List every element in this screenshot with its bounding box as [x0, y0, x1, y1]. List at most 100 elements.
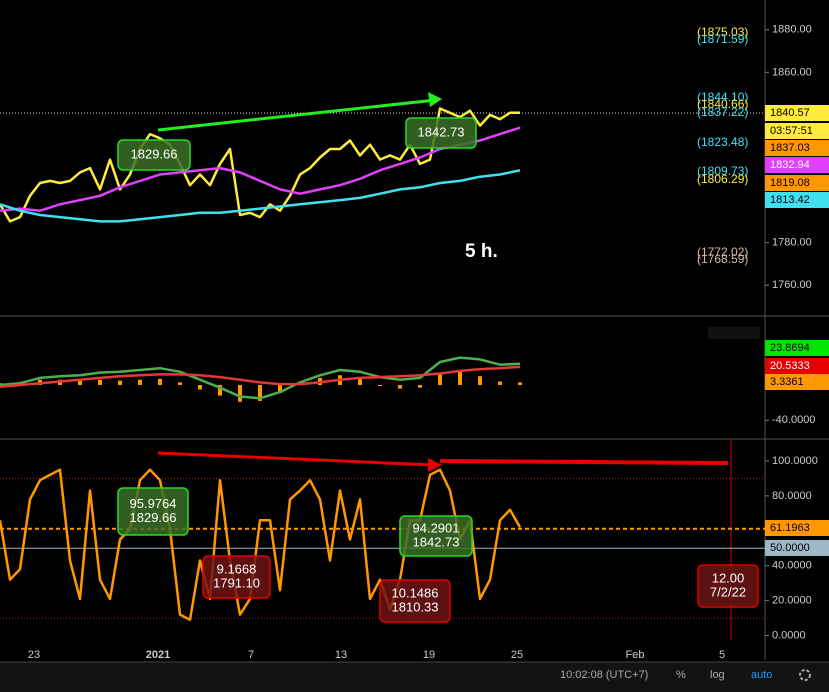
callout-text: 1829.66 — [130, 510, 177, 525]
y-tick-label: 40.0000 — [772, 560, 812, 572]
price-label: 03:57:51 — [770, 125, 813, 137]
price-label-bg — [765, 123, 829, 139]
price-label-bg — [765, 105, 829, 121]
price-label-bg — [765, 520, 829, 536]
clock: 10:02:08 (UTC+7) — [560, 669, 648, 681]
y-tick-label: 80.0000 — [772, 490, 812, 502]
histogram-bar — [478, 376, 482, 386]
price-label: 1819.08 — [770, 177, 810, 189]
callout-text: 1829.66 — [131, 146, 178, 161]
histogram-bar — [378, 385, 382, 387]
indicator-line — [0, 365, 521, 389]
histogram-bar — [118, 380, 122, 386]
price-label: 1840.57 — [770, 107, 810, 119]
callout-text: 94.2901 — [413, 520, 460, 535]
callout-text: 10.1486 — [392, 585, 439, 600]
callout-text: 1791.10 — [213, 575, 260, 590]
histogram-bar — [438, 373, 442, 386]
histogram-bar — [498, 381, 502, 386]
histogram-bar — [198, 385, 202, 390]
price-label-bg — [765, 192, 829, 208]
price-label-bg — [765, 175, 829, 191]
bracket-price: (1871.59) — [697, 32, 748, 46]
callout-box — [117, 139, 191, 171]
y-tick-label: -40.0000 — [772, 414, 815, 426]
indicator-line — [0, 356, 521, 400]
price-label: 61.1963 — [770, 522, 810, 534]
histogram-bar — [518, 382, 522, 386]
price-label-bg — [765, 340, 829, 356]
callout-text: 1842.73 — [418, 124, 465, 139]
histogram-bar — [398, 385, 402, 389]
histogram-bar — [358, 378, 362, 386]
price-label-bg — [765, 374, 829, 390]
histogram-bar — [178, 382, 182, 386]
trend-arrow — [157, 451, 435, 467]
histogram-bar — [238, 385, 242, 402]
x-tick-label: Feb — [626, 649, 645, 661]
y-tick-label: 100.0000 — [772, 455, 818, 467]
callout-text: 1842.73 — [413, 534, 460, 549]
bracket-price: (1806.29) — [697, 172, 748, 186]
callout-text: 12.00 — [712, 570, 745, 585]
x-tick-label: 5 — [719, 649, 725, 661]
price-label-bg — [765, 540, 829, 556]
histogram-bar — [98, 379, 102, 386]
arrow-head — [428, 458, 442, 472]
bracket-price: (1823.48) — [697, 135, 748, 149]
log-button[interactable]: log — [710, 669, 725, 681]
callout-box — [379, 579, 451, 623]
x-tick-label: 13 — [335, 649, 347, 661]
price-label: 1832.94 — [770, 159, 810, 171]
bottom-toolbar — [0, 662, 829, 692]
y-tick-label: 1780.00 — [772, 237, 812, 249]
callout-box — [697, 564, 759, 608]
bracket-price: (1809.73) — [697, 164, 748, 178]
auto-button[interactable]: auto — [751, 669, 772, 681]
callout-text: 1810.33 — [392, 599, 439, 614]
callout-box — [405, 117, 477, 149]
histogram-bar — [158, 378, 162, 386]
histogram-bar — [78, 380, 82, 386]
bracket-price: (1768.59) — [697, 252, 748, 266]
y-tick-label: 1880.00 — [772, 24, 812, 36]
settings-button[interactable] — [799, 669, 811, 681]
trend-arrow — [157, 98, 437, 132]
bracket-price: (1875.03) — [697, 25, 748, 39]
y-tick-label: 1760.00 — [772, 279, 812, 291]
x-tick-label: 25 — [511, 649, 523, 661]
arrow-head — [428, 92, 442, 107]
histogram-bar — [278, 385, 282, 393]
timeframe-note: 5 h. — [465, 241, 498, 262]
y-tick-label: 0.0000 — [772, 629, 806, 641]
callout-box — [117, 487, 189, 536]
bracket-price: (1837.22) — [697, 105, 748, 119]
price-label: 20.5333 — [770, 360, 810, 372]
x-tick-label: 19 — [423, 649, 435, 661]
price-label: 1837.03 — [770, 142, 810, 154]
indicator-line — [0, 169, 521, 223]
callout-text: 95.9764 — [130, 496, 177, 511]
price-label: 50.0000 — [770, 542, 810, 554]
histogram-bar — [418, 385, 422, 388]
resistance-line — [439, 459, 729, 465]
bracket-price: (1840.66) — [697, 97, 748, 111]
bracket-price: (1772.02) — [697, 245, 748, 259]
histogram-bar — [138, 379, 142, 386]
indicator-line — [0, 126, 521, 212]
price-label: 23.8694 — [770, 342, 810, 354]
price-label-bg — [765, 157, 829, 173]
bracket-price: (1844.10) — [697, 90, 748, 104]
callout-box — [202, 555, 271, 599]
pane-buttons[interactable] — [708, 327, 760, 339]
price-label-bg — [765, 358, 829, 374]
x-tick-label: 23 — [28, 649, 40, 661]
x-tick-label: 2021 — [146, 649, 170, 661]
percent-button[interactable]: % — [676, 669, 686, 681]
histogram-bar — [458, 371, 462, 386]
y-tick-label: 1860.00 — [772, 66, 812, 78]
indicator-line — [0, 468, 522, 622]
price-label-bg — [765, 140, 829, 156]
